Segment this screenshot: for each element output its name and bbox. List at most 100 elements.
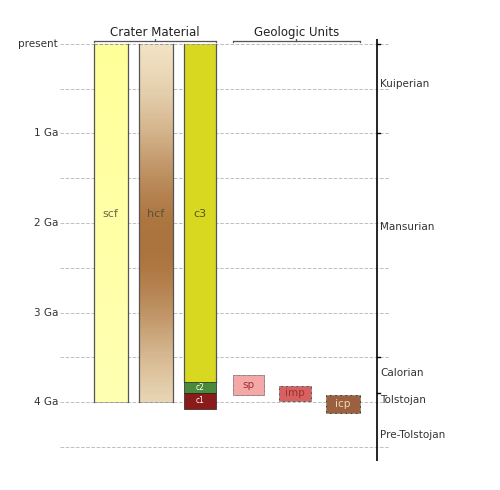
Bar <box>94 301 128 303</box>
Bar <box>94 363 128 365</box>
Bar <box>94 177 128 179</box>
Bar <box>94 141 128 143</box>
Bar <box>139 234 172 236</box>
Text: icp: icp <box>336 399 351 409</box>
Bar <box>139 239 172 241</box>
Text: 4 Ga: 4 Ga <box>34 397 58 407</box>
Bar <box>94 89 128 91</box>
Bar <box>94 372 128 373</box>
Bar <box>94 46 128 48</box>
Bar <box>94 120 128 121</box>
Text: c3: c3 <box>193 209 206 219</box>
Bar <box>139 215 172 217</box>
Bar <box>139 294 172 295</box>
Bar <box>94 98 128 99</box>
Bar <box>139 203 172 204</box>
Bar <box>232 375 264 395</box>
Text: Mansurian: Mansurian <box>380 222 434 232</box>
Bar <box>139 189 172 190</box>
Bar <box>94 206 128 208</box>
Bar <box>139 246 172 247</box>
Bar <box>94 44 128 46</box>
Bar <box>139 392 172 394</box>
Bar <box>139 151 172 153</box>
Bar <box>139 132 172 134</box>
Bar <box>94 272 128 274</box>
Bar <box>94 192 128 193</box>
Bar <box>94 307 128 309</box>
Bar <box>94 198 128 200</box>
Bar <box>94 130 128 132</box>
Bar <box>94 126 128 128</box>
Bar <box>139 266 172 267</box>
Bar <box>184 382 216 393</box>
Bar <box>94 264 128 266</box>
Bar <box>139 384 172 386</box>
Bar <box>94 235 128 237</box>
Bar <box>280 386 311 400</box>
Bar <box>139 105 172 106</box>
Bar <box>139 335 172 336</box>
Bar <box>139 295 172 297</box>
Bar <box>139 277 172 279</box>
Bar <box>139 111 172 112</box>
Bar <box>139 372 172 373</box>
Bar <box>139 160 172 161</box>
Bar <box>139 86 172 87</box>
Bar <box>139 346 172 347</box>
Bar <box>139 387 172 388</box>
Bar <box>139 401 172 402</box>
Bar <box>94 328 128 330</box>
Bar <box>139 400 172 401</box>
Bar <box>94 280 128 282</box>
Bar <box>139 113 172 115</box>
Bar <box>94 399 128 400</box>
Bar <box>139 191 172 193</box>
Bar <box>139 348 172 349</box>
Bar <box>94 118 128 120</box>
Bar <box>94 373 128 375</box>
Bar <box>139 171 172 172</box>
Bar <box>139 308 172 309</box>
Bar <box>139 182 172 183</box>
Bar <box>94 210 128 211</box>
Bar <box>139 225 172 226</box>
Bar <box>139 226 172 227</box>
Bar <box>94 323 128 325</box>
Bar <box>139 388 172 389</box>
Bar <box>139 70 172 71</box>
Bar <box>139 155 172 156</box>
Bar <box>139 249 172 250</box>
Bar <box>94 87 128 89</box>
Bar <box>94 69 128 71</box>
Bar <box>139 316 172 317</box>
Bar <box>139 167 172 169</box>
Bar <box>139 300 172 301</box>
Bar <box>94 54 128 56</box>
Bar <box>94 155 128 157</box>
Bar <box>139 323 172 324</box>
Bar <box>94 249 128 251</box>
Bar <box>139 347 172 348</box>
Bar <box>139 51 172 52</box>
Bar <box>139 330 172 332</box>
Bar <box>94 51 128 53</box>
Bar <box>139 243 172 244</box>
Bar <box>139 68 172 69</box>
Bar <box>94 152 128 154</box>
Bar <box>94 266 128 267</box>
Bar <box>139 321 172 322</box>
Bar <box>94 92 128 94</box>
Bar <box>139 252 172 254</box>
Bar <box>94 348 128 350</box>
Bar <box>94 298 128 299</box>
Bar <box>94 344 128 346</box>
Text: Geologic Units: Geologic Units <box>254 26 339 39</box>
Bar <box>139 263 172 265</box>
Bar <box>94 116 128 118</box>
Bar <box>139 124 172 125</box>
Bar <box>94 219 128 220</box>
Bar <box>94 204 128 206</box>
Bar <box>139 126 172 128</box>
Bar <box>139 210 172 212</box>
